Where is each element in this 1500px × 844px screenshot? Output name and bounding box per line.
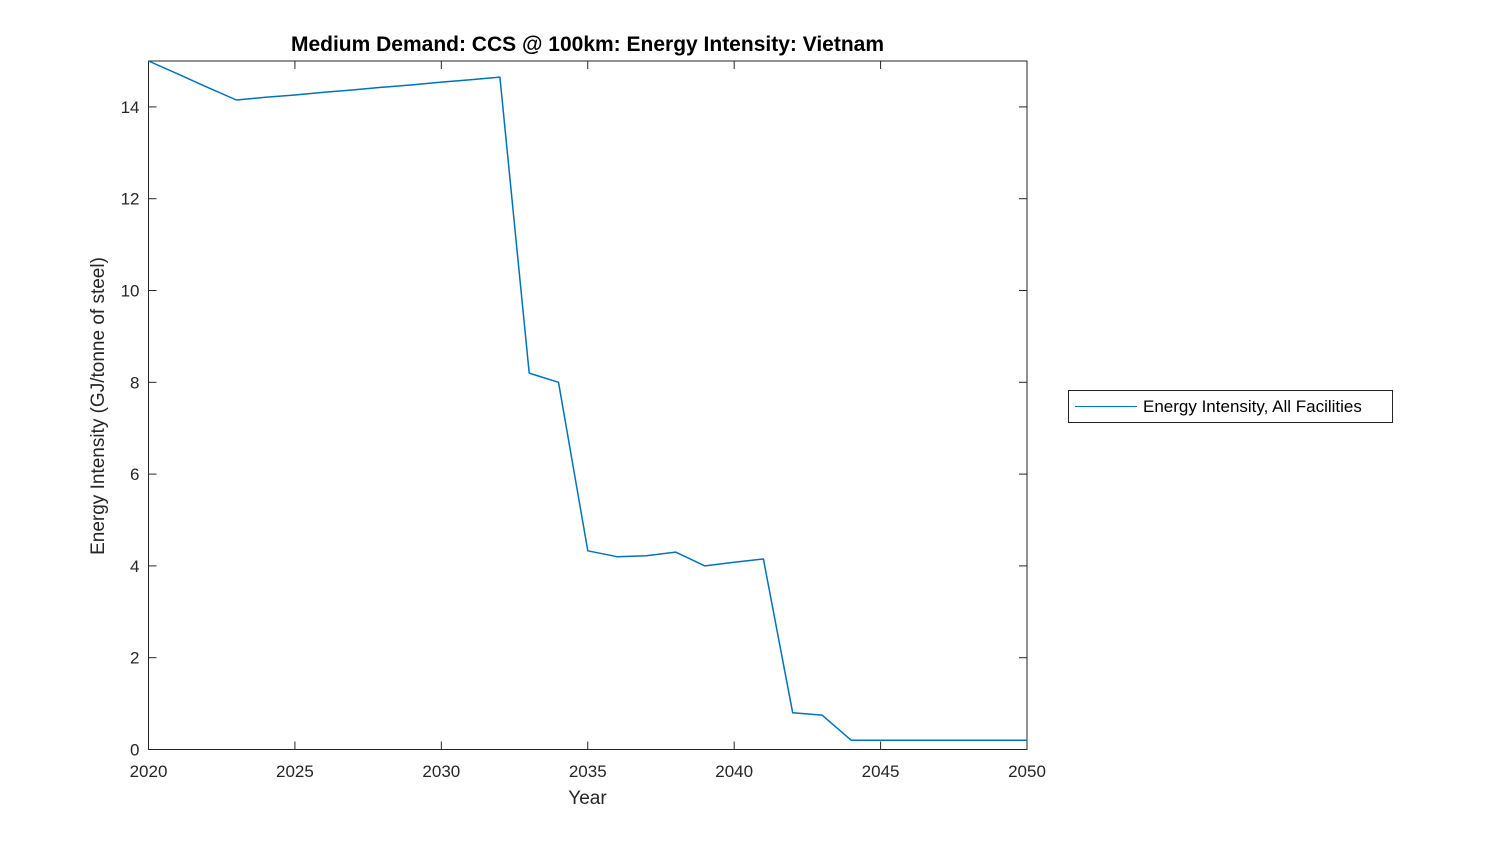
- x-tick-label: 2020: [130, 762, 168, 781]
- legend-label: Energy Intensity, All Facilities: [1143, 396, 1362, 416]
- legend-line-sample: [1075, 406, 1137, 407]
- y-tick-label: 8: [130, 373, 139, 392]
- y-axis-label: Energy Intensity (GJ/tonne of steel): [88, 257, 109, 555]
- axes-box: [148, 60, 1028, 750]
- x-tick-label: 2045: [862, 762, 900, 781]
- x-tick-label: 2030: [422, 762, 460, 781]
- y-tick-label: 10: [121, 282, 140, 301]
- x-tick-label: 2040: [715, 762, 753, 781]
- y-tick-label: 12: [121, 190, 140, 209]
- y-tick-label: 6: [130, 465, 139, 484]
- x-axis-ticks: 2020 2025 2030 2035 2040 2045 2050: [130, 61, 1046, 781]
- legend: Energy Intensity, All Facilities: [1068, 390, 1393, 423]
- y-tick-label: 14: [121, 98, 140, 117]
- x-tick-label: 2025: [276, 762, 314, 781]
- x-tick-label: 2050: [1008, 762, 1046, 781]
- y-tick-label: 2: [130, 649, 139, 668]
- chart-title: Medium Demand: CCS @ 100km: Energy Inten…: [290, 33, 885, 56]
- data-line: [148, 60, 1027, 742]
- y-axis-ticks: 0 2 4 6 8 10 12 14: [121, 98, 1027, 760]
- x-tick-label: 2035: [569, 762, 607, 781]
- y-tick-label: 4: [130, 557, 139, 576]
- x-axis-label: Year: [568, 788, 607, 809]
- y-tick-label: 0: [130, 741, 139, 760]
